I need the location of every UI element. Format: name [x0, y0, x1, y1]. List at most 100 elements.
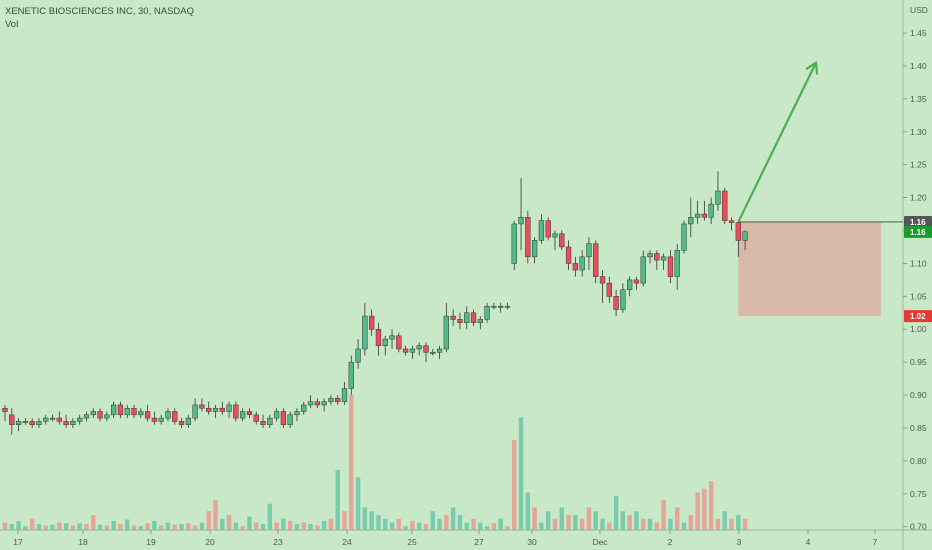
- price-badge-label: 1.16: [910, 228, 926, 237]
- volume-bar: [573, 515, 578, 530]
- volume-bar: [57, 522, 62, 530]
- candle-up: [212, 407, 219, 412]
- candle-down: [572, 263, 579, 271]
- volume-bar: [226, 515, 232, 530]
- candle-up: [674, 250, 680, 277]
- price-badge: [904, 310, 932, 323]
- volume-bar: [484, 526, 490, 530]
- candle-up: [287, 414, 293, 425]
- candle-up: [321, 401, 327, 406]
- volume-bar: [335, 470, 340, 530]
- volume-bar: [729, 518, 734, 530]
- price-axis-unit: USD: [910, 5, 928, 15]
- volume-bar: [91, 515, 96, 530]
- volume-bar: [498, 518, 503, 530]
- volume-bar: [152, 521, 157, 530]
- volume-bar: [254, 522, 259, 530]
- candle-down: [599, 276, 606, 284]
- candle-up: [511, 223, 517, 264]
- volume-bar: [77, 523, 82, 530]
- candle-down: [396, 335, 402, 350]
- candle-down: [151, 417, 158, 422]
- volume-bar: [301, 522, 306, 530]
- price-tick-label: 0.75: [910, 489, 927, 499]
- volume-bar: [525, 492, 531, 530]
- volume-bar: [688, 515, 693, 530]
- volume-bar: [355, 477, 361, 530]
- candle-up: [552, 233, 558, 238]
- candle-down: [722, 190, 728, 221]
- volume-bar: [274, 522, 279, 530]
- volume-bar: [552, 518, 558, 530]
- volume-bar: [369, 511, 374, 530]
- candle-up: [579, 256, 585, 271]
- volume-bar: [403, 526, 408, 530]
- volume-bar: [267, 503, 273, 530]
- volume-bar: [396, 518, 402, 530]
- candle-down: [2, 407, 8, 412]
- candle-up: [355, 348, 361, 363]
- volume-bar: [539, 522, 544, 530]
- candle-down: [613, 296, 619, 310]
- volume-bar: [186, 523, 191, 530]
- time-tick-label: 27: [474, 537, 484, 547]
- volume-bar: [416, 522, 422, 530]
- candle-up: [464, 312, 470, 323]
- candle-up: [240, 411, 246, 419]
- volume-bar: [457, 515, 463, 530]
- volume-bar: [63, 523, 69, 530]
- volume-bar: [281, 518, 286, 530]
- time-tick-label: 18: [78, 537, 88, 547]
- volume-bar: [566, 515, 571, 530]
- volume-bar: [423, 524, 429, 530]
- volume-bar: [654, 522, 660, 530]
- volume-bar: [321, 521, 327, 530]
- volume-bar: [450, 507, 456, 530]
- candle-up: [341, 388, 348, 402]
- candle-up: [586, 243, 592, 258]
- volume-bar: [111, 521, 116, 530]
- candle-down: [29, 421, 35, 425]
- candle-up: [538, 220, 545, 241]
- candle-up: [307, 401, 314, 406]
- volume-bar: [613, 496, 619, 530]
- time-tick-label: 7: [873, 537, 878, 547]
- candle-down: [423, 345, 429, 353]
- candle-up: [294, 411, 300, 416]
- candle-up: [267, 417, 273, 425]
- candle-up: [70, 421, 76, 425]
- stop-loss-zone: [738, 221, 881, 317]
- candle-down: [369, 315, 375, 330]
- candle-down: [633, 279, 640, 284]
- candle-down: [450, 315, 456, 320]
- candle-up: [477, 319, 483, 323]
- time-tick-label: 2: [668, 537, 673, 547]
- time-tick-label: 4: [806, 537, 811, 547]
- volume-bar: [444, 515, 449, 530]
- candle-up: [348, 361, 354, 389]
- price-tick-label: 1.10: [910, 258, 927, 268]
- candle-down: [559, 233, 565, 248]
- candle-up: [627, 279, 633, 290]
- volume-bar: [125, 519, 130, 530]
- candle-down: [606, 282, 612, 297]
- candle-down: [172, 411, 178, 422]
- price-tick-label: 1.35: [910, 94, 927, 104]
- candle-up: [389, 335, 395, 340]
- candle-up: [491, 305, 497, 308]
- volume-bar: [179, 524, 184, 530]
- volume-bar: [430, 511, 435, 530]
- volume-bar: [410, 521, 415, 530]
- price-badge: [904, 225, 932, 238]
- target-arrow: [737, 62, 817, 223]
- arrow-head: [814, 61, 819, 75]
- volume-bar: [579, 518, 585, 530]
- volume-bar: [647, 518, 653, 530]
- volume-bar: [546, 511, 551, 530]
- volume-bar: [471, 518, 476, 530]
- candle-up: [382, 338, 388, 346]
- candle-up: [43, 417, 49, 422]
- price-tick-label: 0.80: [910, 456, 927, 466]
